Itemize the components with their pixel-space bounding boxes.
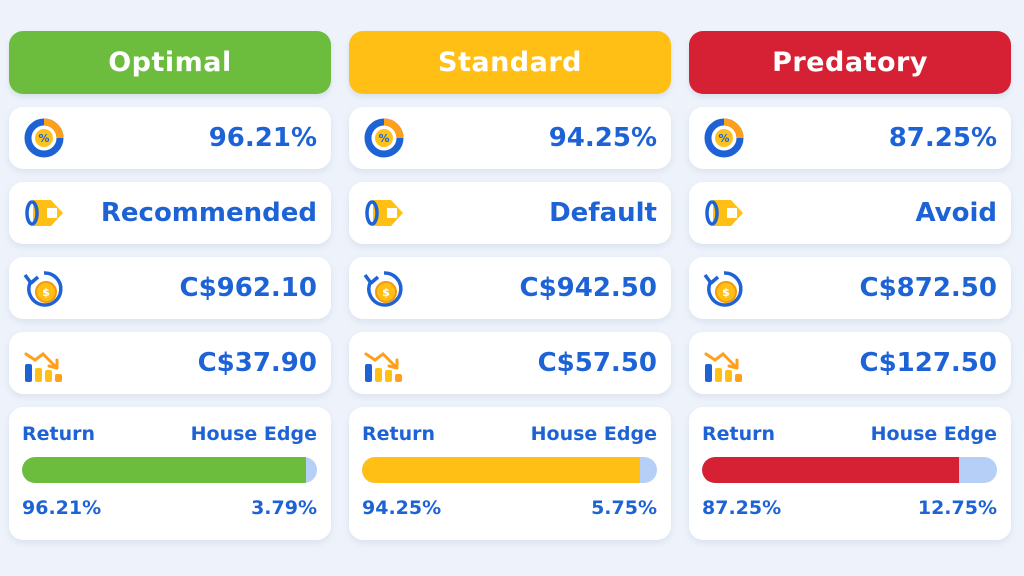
house-edge-percent: 5.75%	[591, 497, 657, 519]
loss-row: C$127.50	[689, 332, 1011, 394]
house-edge-percent: 3.79%	[251, 497, 317, 519]
percent-donut-icon: %	[704, 118, 744, 158]
loss-value: C$57.50	[537, 348, 657, 378]
column-optimal: Optimal % 96.21% Recommended $ C$962.10	[9, 31, 331, 540]
price-tag-icon	[705, 200, 743, 226]
rtp-row: % 96.21%	[9, 107, 331, 169]
return-progress-fill	[22, 457, 306, 483]
return-edge-card: Return House Edge 87.25% 12.75%	[689, 407, 1011, 540]
return-label: Return	[22, 423, 96, 445]
svg-text:$: $	[382, 286, 390, 299]
return-progress-bar	[362, 457, 657, 483]
rating-row: Recommended	[9, 182, 331, 244]
payback-value: C$962.10	[179, 273, 317, 303]
svg-text:%: %	[378, 132, 389, 145]
return-percent: 87.25%	[702, 497, 782, 519]
payback-row: $ C$962.10	[9, 257, 331, 319]
rating-value: Avoid	[915, 198, 997, 228]
rtp-value: 87.25%	[888, 123, 997, 153]
declining-chart-icon	[24, 352, 62, 382]
payback-row: $ C$872.50	[689, 257, 1011, 319]
rating-value: Recommended	[100, 198, 317, 228]
svg-text:%: %	[718, 132, 729, 145]
payback-value: C$942.50	[519, 273, 657, 303]
coin-return-icon: $	[363, 271, 403, 307]
return-progress-bar	[702, 457, 997, 483]
price-tag-icon	[365, 200, 403, 226]
coin-return-icon: $	[703, 271, 743, 307]
rtp-row: % 87.25%	[689, 107, 1011, 169]
return-percent: 96.21%	[22, 497, 102, 519]
loss-row: C$57.50	[349, 332, 671, 394]
rtp-row: % 94.25%	[349, 107, 671, 169]
house-edge-label: House Edge	[190, 423, 317, 445]
svg-text:$: $	[42, 286, 50, 299]
declining-chart-icon	[364, 352, 402, 382]
column-header: Standard	[349, 31, 671, 94]
rating-row: Default	[349, 182, 671, 244]
rating-row: Avoid	[689, 182, 1011, 244]
loss-row: C$37.90	[9, 332, 331, 394]
rtp-value: 94.25%	[548, 123, 657, 153]
payback-value: C$872.50	[859, 273, 997, 303]
declining-chart-icon	[704, 352, 742, 382]
rtp-value: 96.21%	[208, 123, 317, 153]
return-percent: 94.25%	[362, 497, 442, 519]
column-standard: Standard % 94.25% Default $ C$942.50	[349, 31, 671, 540]
column-header: Predatory	[689, 31, 1011, 94]
return-progress-fill	[702, 457, 960, 483]
payback-row: $ C$942.50	[349, 257, 671, 319]
price-tag-icon	[25, 200, 63, 226]
house-edge-label: House Edge	[870, 423, 997, 445]
return-edge-card: Return House Edge 94.25% 5.75%	[349, 407, 671, 540]
loss-value: C$127.50	[859, 348, 997, 378]
return-label: Return	[702, 423, 776, 445]
rating-value: Default	[549, 198, 657, 228]
percent-donut-icon: %	[364, 118, 404, 158]
coin-return-icon: $	[23, 271, 63, 307]
column-predatory: Predatory % 87.25% Avoid $ C$872.50	[689, 31, 1011, 540]
house-edge-label: House Edge	[530, 423, 657, 445]
svg-text:%: %	[38, 132, 49, 145]
return-edge-card: Return House Edge 96.21% 3.79%	[9, 407, 331, 540]
column-header: Optimal	[9, 31, 331, 94]
return-progress-fill	[362, 457, 641, 483]
return-label: Return	[362, 423, 436, 445]
percent-donut-icon: %	[24, 118, 64, 158]
house-edge-percent: 12.75%	[917, 497, 997, 519]
svg-text:$: $	[722, 286, 730, 299]
return-progress-bar	[22, 457, 317, 483]
loss-value: C$37.90	[197, 348, 317, 378]
